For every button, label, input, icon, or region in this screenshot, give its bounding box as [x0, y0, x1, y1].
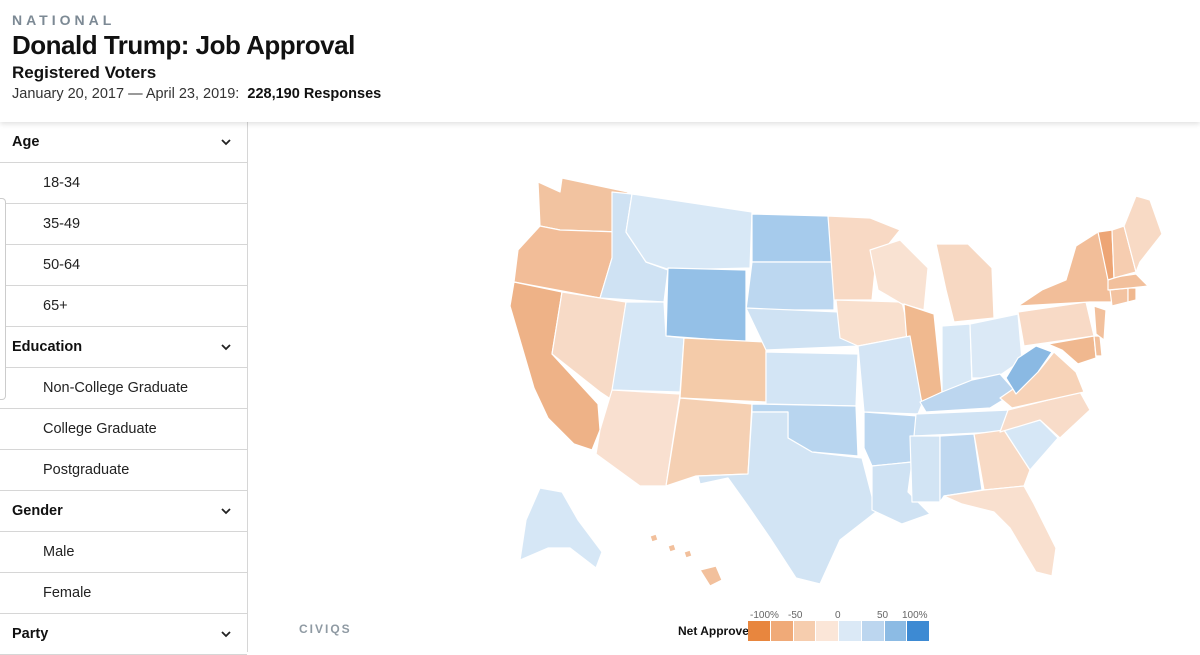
- state-connecticut[interactable]: [1109, 287, 1129, 307]
- state-north-dakota[interactable]: [751, 213, 835, 263]
- state-hawaii-kauai[interactable]: [649, 533, 659, 543]
- hidden-panel-edge[interactable]: [0, 198, 6, 400]
- state-mississippi[interactable]: [909, 435, 941, 503]
- filter-item-female[interactable]: Female: [0, 573, 247, 614]
- legend-swatch: [748, 621, 771, 641]
- legend-color-scale: [748, 621, 930, 641]
- chevron-down-icon: [221, 139, 231, 146]
- legend-swatch: [770, 621, 794, 641]
- state-wisconsin[interactable]: [869, 239, 929, 311]
- state-west-virginia[interactable]: [1005, 345, 1053, 395]
- state-maryland[interactable]: [1047, 335, 1097, 365]
- legend-swatch: [907, 621, 930, 641]
- filter-group-age[interactable]: Age: [0, 122, 247, 163]
- state-ohio[interactable]: [969, 313, 1023, 379]
- legend-swatch: [861, 621, 885, 641]
- filter-group-gender[interactable]: Gender: [0, 491, 247, 532]
- filter-group-party[interactable]: Party: [0, 614, 247, 655]
- state-nevada[interactable]: [551, 291, 627, 401]
- filter-item-age-50-64[interactable]: 50-64: [0, 245, 247, 286]
- response-count: 228,190 Responses: [247, 86, 382, 102]
- filter-group-label: Gender: [12, 503, 63, 519]
- brand-logo: CIVIQS: [299, 622, 352, 636]
- state-massachusetts[interactable]: [1107, 273, 1149, 291]
- legend-tick: 50: [877, 610, 889, 621]
- map-legend: Net Approve -100% -50 0 50 100%: [678, 610, 938, 644]
- legend-tick: -50: [788, 610, 803, 621]
- state-kentucky[interactable]: [919, 373, 1017, 413]
- legend-swatch: [884, 621, 908, 641]
- filter-item-age-65-plus[interactable]: 65+: [0, 286, 247, 327]
- state-georgia[interactable]: [973, 429, 1031, 491]
- us-choropleth-map: [248, 122, 1200, 652]
- chevron-down-icon: [221, 344, 231, 351]
- map-svg: [509, 177, 1163, 587]
- legend-tick: -100%: [750, 610, 779, 621]
- geography-kicker: NATIONAL: [12, 12, 116, 28]
- filter-item-non-college[interactable]: Non-College Graduate: [0, 368, 247, 409]
- legend-swatch: [839, 621, 862, 641]
- filter-group-label: Party: [12, 626, 49, 642]
- filter-sidebar: Age 18-34 35-49 50-64 65+ Education Non-…: [0, 122, 248, 655]
- state-texas[interactable]: [697, 411, 877, 585]
- state-montana[interactable]: [625, 193, 753, 271]
- state-michigan[interactable]: [935, 243, 995, 323]
- page-title: Donald Trump: Job Approval: [12, 30, 355, 60]
- legend-swatch: [793, 621, 817, 641]
- chevron-down-icon: [221, 508, 231, 515]
- filter-group-label: Age: [12, 134, 40, 150]
- state-new-jersey[interactable]: [1093, 305, 1107, 341]
- state-colorado[interactable]: [679, 337, 767, 403]
- date-range-line: January 20, 2017 — April 23, 2019: 228,1…: [12, 86, 1200, 102]
- filter-item-college[interactable]: College Graduate: [0, 409, 247, 450]
- legend-tick: 100%: [902, 610, 928, 621]
- legend-tick: 0: [835, 610, 841, 621]
- filter-item-male[interactable]: Male: [0, 532, 247, 573]
- state-new-york[interactable]: [1017, 231, 1115, 307]
- date-range: January 20, 2017 — April 23, 2019:: [12, 86, 240, 102]
- page-header: NATIONAL Donald Trump: Job Approval Regi…: [0, 0, 1200, 122]
- filter-group-label: Education: [12, 339, 83, 355]
- state-hawaii[interactable]: [699, 565, 723, 587]
- legend-swatch: [816, 621, 839, 641]
- state-new-mexico[interactable]: [665, 397, 753, 487]
- state-rhode-island[interactable]: [1127, 287, 1137, 303]
- filter-item-age-35-49[interactable]: 35-49: [0, 204, 247, 245]
- state-florida[interactable]: [943, 485, 1057, 577]
- state-alaska[interactable]: [519, 487, 603, 569]
- state-maine[interactable]: [1123, 195, 1163, 273]
- state-wyoming[interactable]: [665, 267, 747, 343]
- filter-item-postgraduate[interactable]: Postgraduate: [0, 450, 247, 491]
- population-subtitle: Registered Voters: [12, 63, 157, 82]
- filter-group-education[interactable]: Education: [0, 327, 247, 368]
- state-arizona[interactable]: [595, 389, 681, 487]
- filter-item-age-18-34[interactable]: 18-34: [0, 163, 247, 204]
- state-south-dakota[interactable]: [745, 261, 835, 311]
- legend-title: Net Approve: [678, 624, 749, 638]
- state-kansas[interactable]: [765, 351, 859, 407]
- state-hawaii-oahu[interactable]: [667, 543, 677, 553]
- state-missouri[interactable]: [857, 335, 923, 415]
- chevron-down-icon: [221, 631, 231, 638]
- state-delaware[interactable]: [1093, 335, 1103, 357]
- state-hawaii-maui[interactable]: [683, 549, 693, 559]
